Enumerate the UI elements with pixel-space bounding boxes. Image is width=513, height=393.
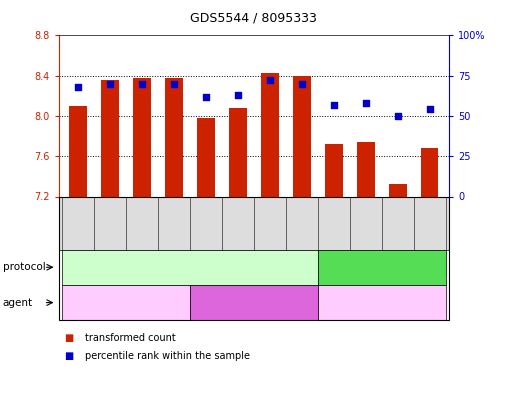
Bar bbox=[261, 73, 279, 196]
Text: GSM1084273: GSM1084273 bbox=[107, 198, 113, 248]
Text: protocol: protocol bbox=[3, 262, 45, 272]
Text: control: control bbox=[107, 298, 145, 308]
Bar bbox=[197, 118, 215, 196]
Text: GDS5544 / 8095333: GDS5544 / 8095333 bbox=[190, 12, 318, 25]
Text: transformed count: transformed count bbox=[85, 333, 175, 343]
Text: GSM1084262: GSM1084262 bbox=[394, 198, 401, 248]
Point bbox=[266, 77, 274, 84]
Text: ■: ■ bbox=[64, 333, 73, 343]
Bar bbox=[325, 144, 343, 196]
Text: GSM1084260: GSM1084260 bbox=[331, 198, 337, 248]
Text: GSM1084274: GSM1084274 bbox=[139, 198, 145, 248]
Bar bbox=[421, 148, 439, 196]
Point bbox=[106, 81, 114, 87]
Bar bbox=[229, 108, 247, 196]
Point bbox=[170, 81, 178, 87]
Bar bbox=[102, 80, 119, 196]
Point bbox=[202, 94, 210, 100]
Bar bbox=[133, 78, 151, 196]
Text: percentile rank within the sample: percentile rank within the sample bbox=[85, 351, 250, 361]
Bar bbox=[69, 106, 87, 196]
Text: GSM1084278: GSM1084278 bbox=[267, 198, 273, 248]
Point bbox=[393, 113, 402, 119]
Text: GSM1084276: GSM1084276 bbox=[203, 198, 209, 248]
Point bbox=[362, 100, 370, 106]
Bar bbox=[293, 75, 311, 196]
Point bbox=[74, 84, 82, 90]
Text: edelfosine: edelfosine bbox=[225, 298, 283, 308]
Point bbox=[426, 107, 434, 113]
Text: GSM1084261: GSM1084261 bbox=[363, 198, 369, 248]
Point bbox=[138, 81, 146, 87]
Text: GSM1084279: GSM1084279 bbox=[299, 198, 305, 248]
Text: agent: agent bbox=[3, 298, 33, 308]
Text: GSM1084272: GSM1084272 bbox=[75, 198, 81, 248]
Point bbox=[330, 101, 338, 108]
Text: GSM1084275: GSM1084275 bbox=[171, 198, 177, 248]
Bar bbox=[389, 184, 406, 196]
Bar bbox=[357, 142, 374, 196]
Text: stimulated: stimulated bbox=[160, 262, 220, 272]
Bar bbox=[165, 78, 183, 196]
Text: unstimulated: unstimulated bbox=[345, 262, 419, 272]
Point bbox=[298, 81, 306, 87]
Text: control: control bbox=[363, 298, 401, 308]
Text: GSM1084277: GSM1084277 bbox=[235, 198, 241, 248]
Point bbox=[234, 92, 242, 98]
Text: GSM1084263: GSM1084263 bbox=[427, 198, 432, 248]
Text: ■: ■ bbox=[64, 351, 73, 361]
